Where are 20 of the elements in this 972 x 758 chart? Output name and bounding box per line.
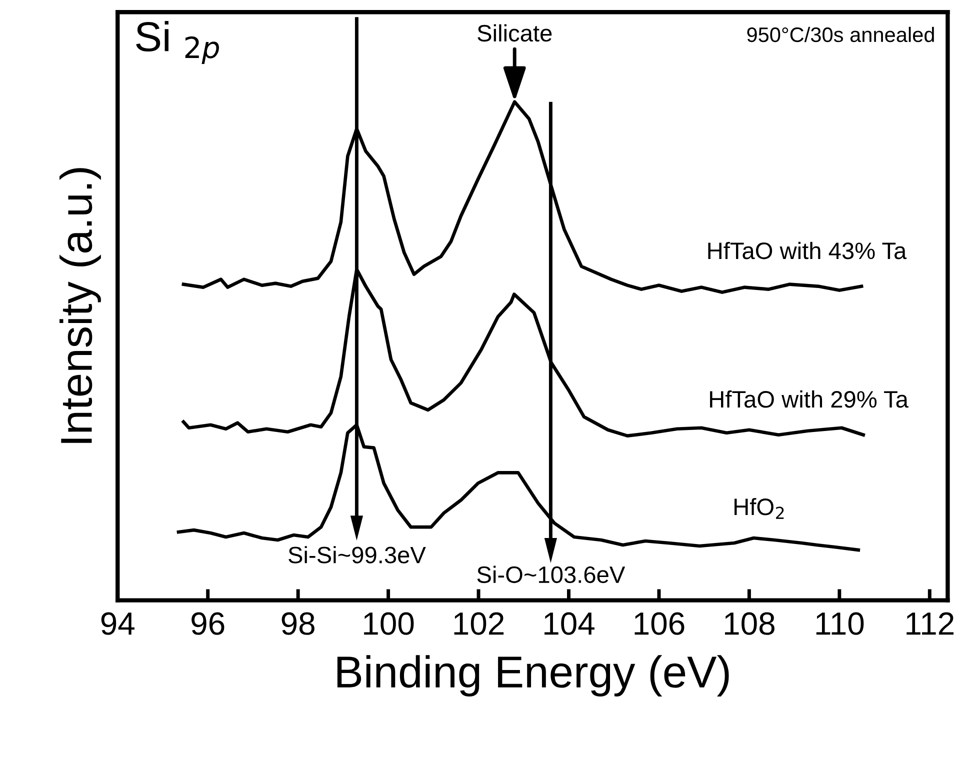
x-tick-label: 100: [364, 612, 414, 635]
series-label: HfTaO with 43% Ta: [708, 242, 907, 260]
x-tick-label: 102: [454, 612, 504, 635]
annotation: Silicate: [478, 24, 552, 42]
series-label: HfO$_{2}$: [734, 498, 784, 519]
x-tick-label: 110: [816, 612, 864, 635]
x-tick-label: 94: [101, 612, 134, 635]
x-tick-label: 106: [634, 612, 684, 635]
y-axis-title: Intensity (a.u.): [60, 168, 101, 443]
text: 950°C/30s annealed: [747, 26, 934, 42]
x-tick-label: 104: [544, 612, 594, 635]
x-axis-title: Binding Energy (eV): [337, 655, 729, 697]
ref-line-label: Si-Si~99.3eV: [288, 546, 426, 564]
ref-line-label: Si-O~103.6eV: [477, 566, 626, 584]
x-tick-label: 108: [724, 612, 774, 635]
x-tick-label: 96: [192, 612, 224, 635]
text: Si $_{2p}$: [136, 20, 219, 64]
x-tick-label: 98: [282, 612, 314, 635]
series-label: HfTaO with 29% Ta: [710, 390, 908, 408]
x-tick-label: 112: [906, 612, 954, 635]
